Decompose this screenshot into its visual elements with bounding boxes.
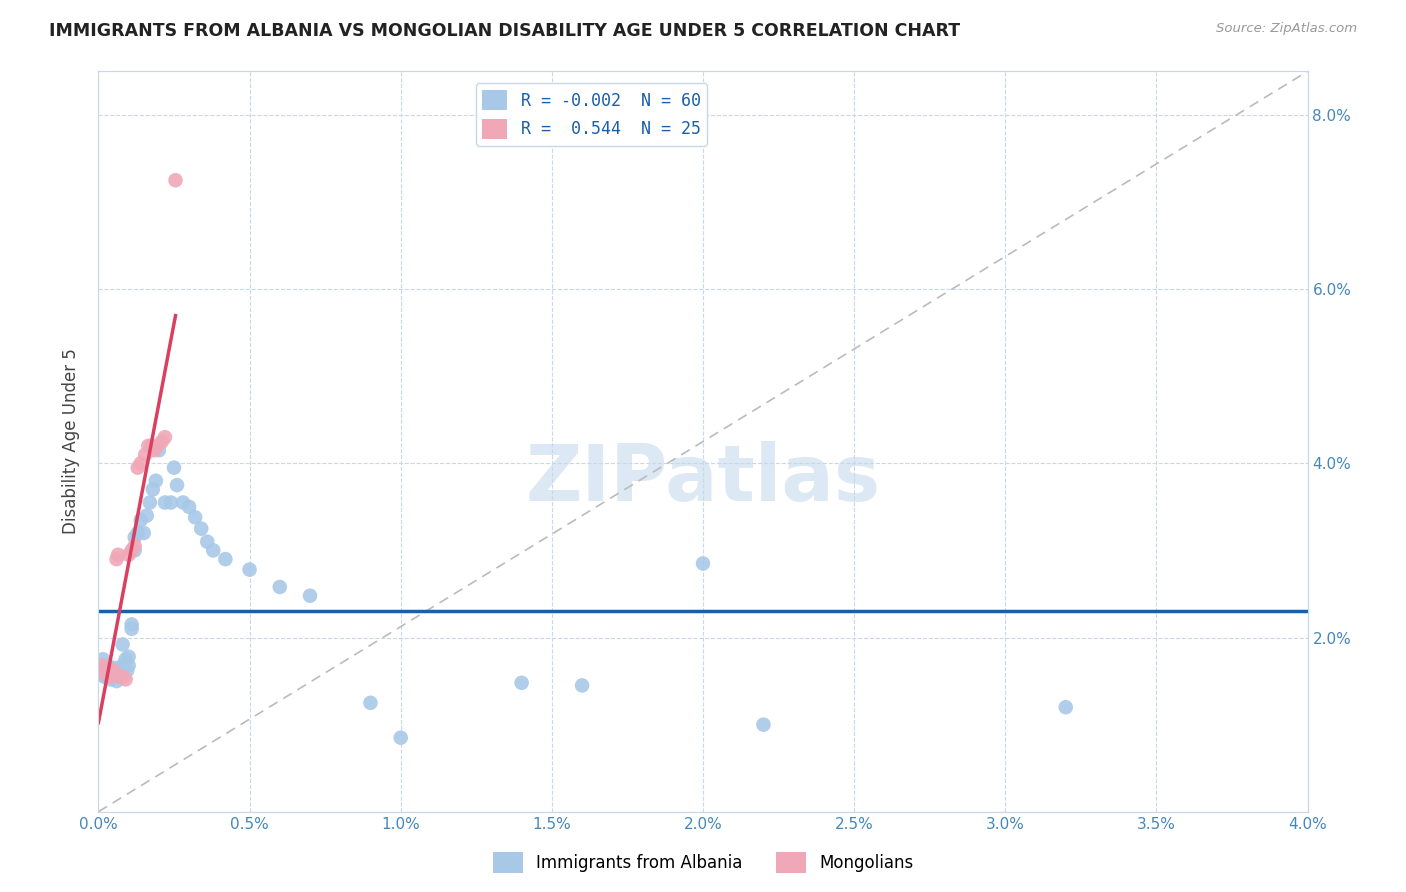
Point — [142, 483, 165, 497]
Point — [145, 474, 167, 488]
Text: IMMIGRANTS FROM ALBANIA VS MONGOLIAN DISABILITY AGE UNDER 5 CORRELATION CHART: IMMIGRANTS FROM ALBANIA VS MONGOLIAN DIS… — [49, 22, 960, 40]
Point — [96, 664, 118, 678]
Point — [101, 661, 124, 675]
Point — [172, 495, 194, 509]
Point — [360, 696, 382, 710]
Point — [163, 460, 186, 475]
Point — [202, 543, 225, 558]
Point — [153, 495, 176, 509]
Point — [91, 664, 114, 678]
Point — [107, 670, 129, 684]
Point — [121, 543, 143, 558]
Point — [101, 670, 124, 684]
Point — [105, 667, 128, 681]
Point — [146, 439, 169, 453]
Text: ZIPatlas: ZIPatlas — [526, 441, 880, 516]
Point — [108, 670, 131, 684]
Point — [100, 673, 122, 687]
Point — [118, 658, 141, 673]
Point — [105, 552, 128, 566]
Point — [103, 667, 125, 681]
Legend: R = -0.002  N = 60, R =  0.544  N = 25: R = -0.002 N = 60, R = 0.544 N = 25 — [475, 83, 707, 145]
Point — [1054, 700, 1077, 714]
Point — [94, 667, 117, 681]
Point — [153, 430, 176, 444]
Point — [114, 652, 136, 666]
Text: Source: ZipAtlas.com: Source: ZipAtlas.com — [1216, 22, 1357, 36]
Point — [111, 670, 134, 684]
Point — [112, 661, 135, 675]
Point — [104, 664, 127, 678]
Point — [121, 622, 143, 636]
Point — [124, 543, 146, 558]
Point — [195, 534, 218, 549]
Point — [132, 526, 155, 541]
Point — [98, 667, 121, 681]
Point — [190, 522, 212, 536]
Point — [108, 661, 131, 675]
Point — [184, 510, 207, 524]
Point — [93, 670, 115, 684]
Point — [118, 649, 141, 664]
Point — [127, 460, 149, 475]
Point — [135, 508, 157, 523]
Point — [510, 675, 533, 690]
Point — [91, 652, 114, 666]
Point — [103, 661, 125, 675]
Point — [124, 539, 146, 553]
Point — [114, 673, 136, 687]
Point — [93, 661, 115, 675]
Point — [141, 439, 163, 453]
Point — [136, 439, 159, 453]
Point — [121, 617, 143, 632]
Point — [129, 513, 152, 527]
Point — [96, 658, 118, 673]
Point — [93, 661, 115, 675]
Point — [111, 658, 134, 673]
Point — [134, 448, 156, 462]
Point — [100, 664, 122, 678]
Point — [571, 678, 593, 692]
Point — [129, 456, 152, 470]
Point — [98, 667, 121, 681]
Point — [111, 638, 134, 652]
Point — [214, 552, 236, 566]
Point — [118, 548, 141, 562]
Point — [100, 670, 122, 684]
Point — [124, 530, 146, 544]
Point — [90, 658, 112, 673]
Y-axis label: Disability Age Under 5: Disability Age Under 5 — [62, 349, 80, 534]
Point — [692, 557, 714, 571]
Point — [96, 665, 118, 680]
Legend: Immigrants from Albania, Mongolians: Immigrants from Albania, Mongolians — [486, 846, 920, 880]
Point — [752, 717, 775, 731]
Point — [160, 495, 183, 509]
Point — [299, 589, 322, 603]
Point — [150, 434, 173, 449]
Point — [139, 495, 162, 509]
Point — [269, 580, 291, 594]
Point — [166, 478, 188, 492]
Point — [148, 443, 170, 458]
Point — [143, 443, 166, 458]
Point — [115, 664, 138, 678]
Point — [110, 667, 132, 681]
Point — [103, 664, 125, 678]
Point — [127, 526, 149, 541]
Point — [105, 674, 128, 689]
Point — [179, 500, 201, 514]
Point — [165, 173, 187, 187]
Point — [94, 670, 117, 684]
Point — [107, 548, 129, 562]
Point — [107, 664, 129, 678]
Point — [239, 563, 262, 577]
Point — [389, 731, 412, 745]
